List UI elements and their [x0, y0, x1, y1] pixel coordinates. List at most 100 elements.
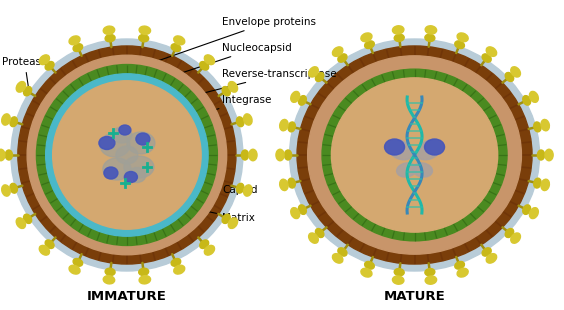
- Ellipse shape: [16, 218, 25, 228]
- Ellipse shape: [365, 261, 374, 269]
- Ellipse shape: [298, 95, 306, 105]
- Ellipse shape: [393, 26, 404, 34]
- Ellipse shape: [338, 248, 347, 256]
- Ellipse shape: [171, 259, 180, 266]
- Ellipse shape: [511, 233, 521, 243]
- Ellipse shape: [27, 55, 227, 255]
- Text: Capsid: Capsid: [134, 170, 258, 195]
- Ellipse shape: [425, 34, 435, 42]
- Ellipse shape: [69, 265, 80, 274]
- Ellipse shape: [99, 136, 115, 149]
- Ellipse shape: [10, 183, 17, 193]
- Ellipse shape: [315, 228, 324, 237]
- Ellipse shape: [511, 67, 521, 77]
- Ellipse shape: [332, 47, 343, 56]
- Ellipse shape: [236, 183, 244, 193]
- Text: Matrix: Matrix: [138, 196, 255, 223]
- Ellipse shape: [10, 117, 17, 127]
- Ellipse shape: [100, 133, 130, 157]
- Ellipse shape: [291, 91, 299, 102]
- Ellipse shape: [200, 240, 209, 249]
- Ellipse shape: [338, 54, 347, 62]
- Ellipse shape: [103, 26, 114, 34]
- Ellipse shape: [116, 146, 138, 164]
- Ellipse shape: [105, 34, 115, 42]
- Ellipse shape: [0, 149, 5, 161]
- Ellipse shape: [425, 268, 435, 276]
- Text: Envelope proteins: Envelope proteins: [130, 17, 316, 71]
- Ellipse shape: [228, 218, 237, 228]
- Ellipse shape: [5, 150, 12, 160]
- Ellipse shape: [204, 246, 214, 255]
- Ellipse shape: [45, 61, 54, 70]
- Ellipse shape: [457, 33, 468, 42]
- Ellipse shape: [18, 46, 236, 264]
- Ellipse shape: [244, 185, 252, 196]
- Ellipse shape: [39, 55, 50, 64]
- Ellipse shape: [288, 178, 296, 188]
- Ellipse shape: [297, 46, 532, 264]
- Ellipse shape: [385, 139, 404, 155]
- Ellipse shape: [394, 34, 404, 42]
- Ellipse shape: [276, 149, 284, 161]
- Ellipse shape: [309, 233, 318, 243]
- Ellipse shape: [486, 47, 497, 56]
- Ellipse shape: [545, 149, 553, 161]
- Ellipse shape: [425, 276, 437, 284]
- Ellipse shape: [309, 67, 318, 77]
- Ellipse shape: [534, 122, 541, 132]
- Text: IMMATURE: IMMATURE: [87, 290, 167, 303]
- Ellipse shape: [139, 34, 149, 42]
- Ellipse shape: [112, 127, 132, 143]
- Ellipse shape: [119, 125, 131, 135]
- Ellipse shape: [200, 61, 209, 70]
- Ellipse shape: [396, 163, 416, 177]
- Ellipse shape: [457, 268, 468, 277]
- Ellipse shape: [46, 74, 208, 236]
- Ellipse shape: [103, 158, 131, 180]
- Ellipse shape: [139, 26, 151, 34]
- Ellipse shape: [455, 261, 464, 269]
- Ellipse shape: [104, 167, 118, 179]
- Ellipse shape: [523, 205, 531, 215]
- Ellipse shape: [365, 41, 374, 49]
- Ellipse shape: [222, 214, 230, 224]
- Text: Nucleocapsid: Nucleocapsid: [128, 43, 292, 91]
- Ellipse shape: [249, 149, 257, 161]
- Ellipse shape: [171, 44, 180, 51]
- Ellipse shape: [24, 214, 32, 224]
- Ellipse shape: [52, 81, 201, 229]
- Ellipse shape: [541, 119, 549, 131]
- Ellipse shape: [280, 179, 288, 191]
- Ellipse shape: [37, 64, 217, 246]
- Ellipse shape: [505, 228, 514, 237]
- Ellipse shape: [139, 268, 149, 276]
- Ellipse shape: [127, 132, 155, 154]
- Ellipse shape: [288, 122, 296, 132]
- Ellipse shape: [2, 185, 10, 196]
- Ellipse shape: [393, 276, 404, 284]
- Ellipse shape: [482, 248, 491, 256]
- Ellipse shape: [315, 73, 324, 82]
- Ellipse shape: [16, 82, 25, 92]
- Ellipse shape: [361, 33, 372, 42]
- Ellipse shape: [174, 36, 185, 45]
- Ellipse shape: [332, 254, 343, 263]
- Ellipse shape: [39, 246, 50, 255]
- Ellipse shape: [332, 78, 497, 232]
- Ellipse shape: [244, 114, 252, 125]
- Text: Protease: Protease: [2, 57, 47, 94]
- Ellipse shape: [289, 39, 540, 271]
- Ellipse shape: [105, 268, 115, 276]
- Ellipse shape: [2, 114, 10, 125]
- Text: Reverse-transcriptase: Reverse-transcriptase: [124, 69, 337, 114]
- Ellipse shape: [530, 91, 538, 102]
- Ellipse shape: [322, 69, 507, 241]
- Ellipse shape: [284, 150, 292, 160]
- Ellipse shape: [416, 140, 441, 160]
- Ellipse shape: [73, 44, 83, 51]
- Ellipse shape: [455, 41, 464, 49]
- Ellipse shape: [45, 240, 54, 249]
- Ellipse shape: [128, 167, 146, 183]
- Ellipse shape: [425, 26, 437, 34]
